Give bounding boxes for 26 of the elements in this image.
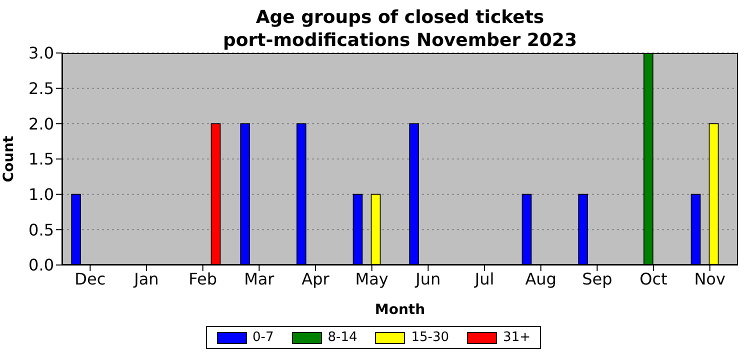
y-tick-label: 3.0 [28, 44, 54, 63]
x-tick-label: Jun [414, 269, 441, 288]
y-tick-label: 0.0 [28, 256, 54, 275]
legend-label: 0-7 [252, 330, 274, 345]
x-tick-label: May [355, 269, 388, 288]
x-tick-label: Sep [582, 269, 612, 288]
x-tick-label: Dec [74, 269, 106, 288]
x-tick-label: Apr [302, 269, 330, 288]
x-tick-label: Oct [640, 269, 668, 288]
legend-label: 15-30 [411, 330, 450, 345]
y-tick-label: 1.5 [28, 150, 54, 169]
x-tick-label: Nov [694, 269, 726, 288]
y-tick-label: 1.0 [28, 185, 54, 204]
y-tick-label: 2.0 [28, 114, 54, 134]
x-tick-label: Jul [474, 269, 494, 288]
y-axis-title: Count [0, 135, 17, 182]
legend-label: 8-14 [328, 330, 358, 345]
y-tick-label: 0.5 [28, 220, 54, 240]
legend-label: 31+ [503, 330, 530, 345]
x-tick-label: Jan [133, 269, 159, 288]
y-tick-label: 2.5 [28, 79, 54, 98]
x-tick-label: Mar [244, 269, 275, 288]
chart-title: Age groups of closed tickets port-modifications November 2023 [222, 6, 578, 52]
x-axis-title: Month [374, 302, 426, 318]
x-tick-label: Aug [525, 269, 556, 288]
x-tick-label: Feb [188, 269, 217, 288]
